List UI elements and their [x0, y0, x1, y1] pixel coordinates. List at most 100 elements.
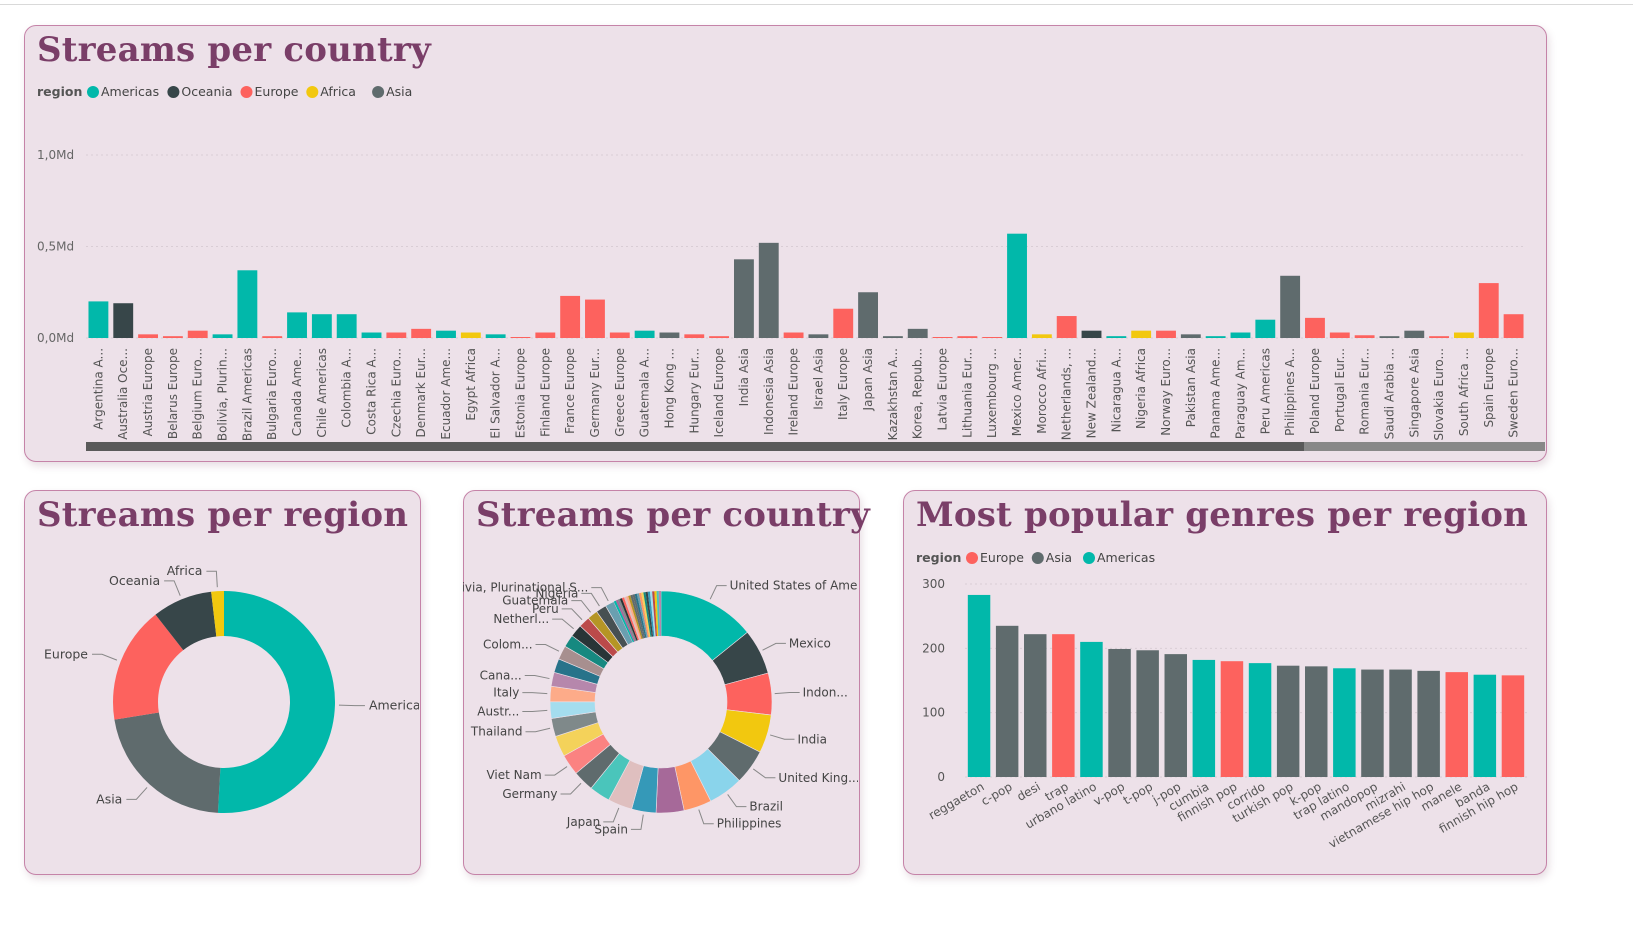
leader-line	[92, 653, 118, 661]
bar	[1108, 648, 1131, 777]
legend-item: Africa	[320, 84, 356, 99]
x-tick-label: Argentina A...	[91, 348, 105, 430]
bar	[1333, 668, 1356, 777]
bar	[1248, 663, 1272, 777]
bar	[1276, 665, 1300, 777]
slice-label: Africa	[167, 563, 203, 578]
card-title: Streams per region	[37, 495, 409, 535]
x-tick-label: Portugal Eur...	[1333, 348, 1347, 432]
legend-item: Asia	[1046, 550, 1072, 565]
leader-line	[126, 787, 148, 800]
x-tick-label: Spain Europe	[1482, 348, 1496, 428]
leader-line	[560, 782, 582, 795]
y-tick-label: 0	[937, 770, 945, 784]
x-tick-label: c-pop	[979, 779, 1015, 808]
bar	[535, 332, 556, 338]
bar	[709, 336, 730, 338]
bar	[1230, 332, 1251, 338]
bar	[734, 259, 754, 338]
slice-label: Bolivia, Plurinational S...	[463, 581, 588, 595]
x-tick-label: desi	[1014, 779, 1042, 803]
y-tick-label: 0,5Md	[37, 240, 74, 254]
bar	[1164, 654, 1187, 777]
legend-item: Europe	[980, 550, 1024, 565]
donut-slice	[630, 594, 645, 639]
x-tick-label: Korea, Repub...	[911, 348, 925, 439]
bar	[1280, 275, 1301, 338]
slice-label: Spain	[594, 822, 628, 836]
leader-line	[206, 570, 218, 588]
bar	[386, 332, 407, 338]
x-tick-label: Poland Europe	[1308, 348, 1322, 434]
bar	[1052, 634, 1075, 777]
card-title: Streams per country	[476, 495, 870, 535]
x-tick-label: South Africa ...	[1457, 348, 1471, 436]
legend-title: region	[916, 550, 961, 565]
genres-per-region-bar-chart: region Europe Asia Americas 0 100 200 300 reggae…	[916, 550, 1527, 851]
x-tick-label: Denmark Eur...	[414, 348, 428, 437]
y-tick-label: 100	[922, 706, 945, 720]
legend-swatch	[966, 552, 978, 564]
legend-item: Europe	[255, 84, 299, 99]
legend-swatch	[240, 86, 253, 98]
leader-line	[552, 618, 574, 630]
leader-line	[522, 692, 548, 695]
donut-slice	[654, 591, 659, 637]
streams-per-country-bar-chart: region Americas Oceania Europe Africa Asia 0,0…	[37, 84, 1545, 451]
bar	[162, 336, 183, 338]
x-tick-label: Bulgaria Euro...	[265, 348, 279, 440]
bar	[436, 330, 456, 338]
bar	[1379, 336, 1400, 338]
donut-slice	[217, 591, 336, 813]
bar	[411, 328, 432, 338]
card-title: Most popular genres per region	[916, 495, 1529, 535]
legend-item: Americas	[101, 84, 159, 99]
donut-slice	[155, 591, 217, 651]
leader-line	[581, 592, 600, 607]
bar	[882, 336, 903, 338]
bar	[957, 336, 978, 338]
slice-label: Cana...	[480, 668, 522, 682]
x-tick-label: Germany Eur...	[588, 348, 602, 437]
leader-line	[769, 734, 795, 740]
x-tick-label: Peru Americas	[1258, 348, 1272, 434]
slice-label: Italy	[493, 686, 519, 700]
bar	[684, 334, 705, 338]
x-tick-label: Norway Euro...	[1159, 348, 1173, 436]
bar	[1478, 283, 1499, 338]
bar	[1417, 670, 1440, 777]
donut-slice	[623, 596, 641, 640]
donut-slice	[632, 594, 646, 639]
x-tick-label: Belarus Europe	[166, 348, 180, 439]
x-tick-label: Czechia Euro...	[389, 348, 403, 437]
x-tick-label: t-pop	[1121, 779, 1155, 807]
bar	[858, 292, 878, 338]
bar	[1136, 650, 1159, 777]
donut-slice	[634, 593, 647, 638]
bar	[187, 330, 208, 338]
x-tick-label: Saudi Arabia ...	[1382, 348, 1396, 439]
bar	[1389, 669, 1412, 777]
donut-slice	[621, 597, 639, 641]
streams-per-region-donut: Americas Asia Europe Oceania Africa	[44, 563, 419, 813]
bar	[634, 330, 655, 338]
leader-line	[591, 587, 609, 602]
x-tick-label: Colombia A...	[340, 348, 354, 428]
leader-line	[524, 674, 550, 680]
x-tick-label: Singapore Asia	[1407, 348, 1421, 438]
bar	[833, 308, 854, 338]
bar	[783, 332, 804, 338]
bar	[460, 332, 481, 338]
x-tick-label: India Asia	[737, 348, 751, 406]
bar	[808, 334, 829, 338]
legend-swatch	[1031, 552, 1044, 564]
bar	[1024, 634, 1047, 777]
slice-label: Austr...	[477, 704, 519, 718]
x-tick-label: Nigeria Africa	[1134, 348, 1148, 429]
x-tick-label: Canada Ame...	[290, 348, 304, 436]
donut-slice	[114, 712, 221, 813]
legend-swatch	[87, 86, 99, 98]
x-tick-label: Hong Kong ...	[662, 348, 676, 429]
bar	[1192, 659, 1216, 777]
slice-label: Oceania	[109, 573, 160, 588]
